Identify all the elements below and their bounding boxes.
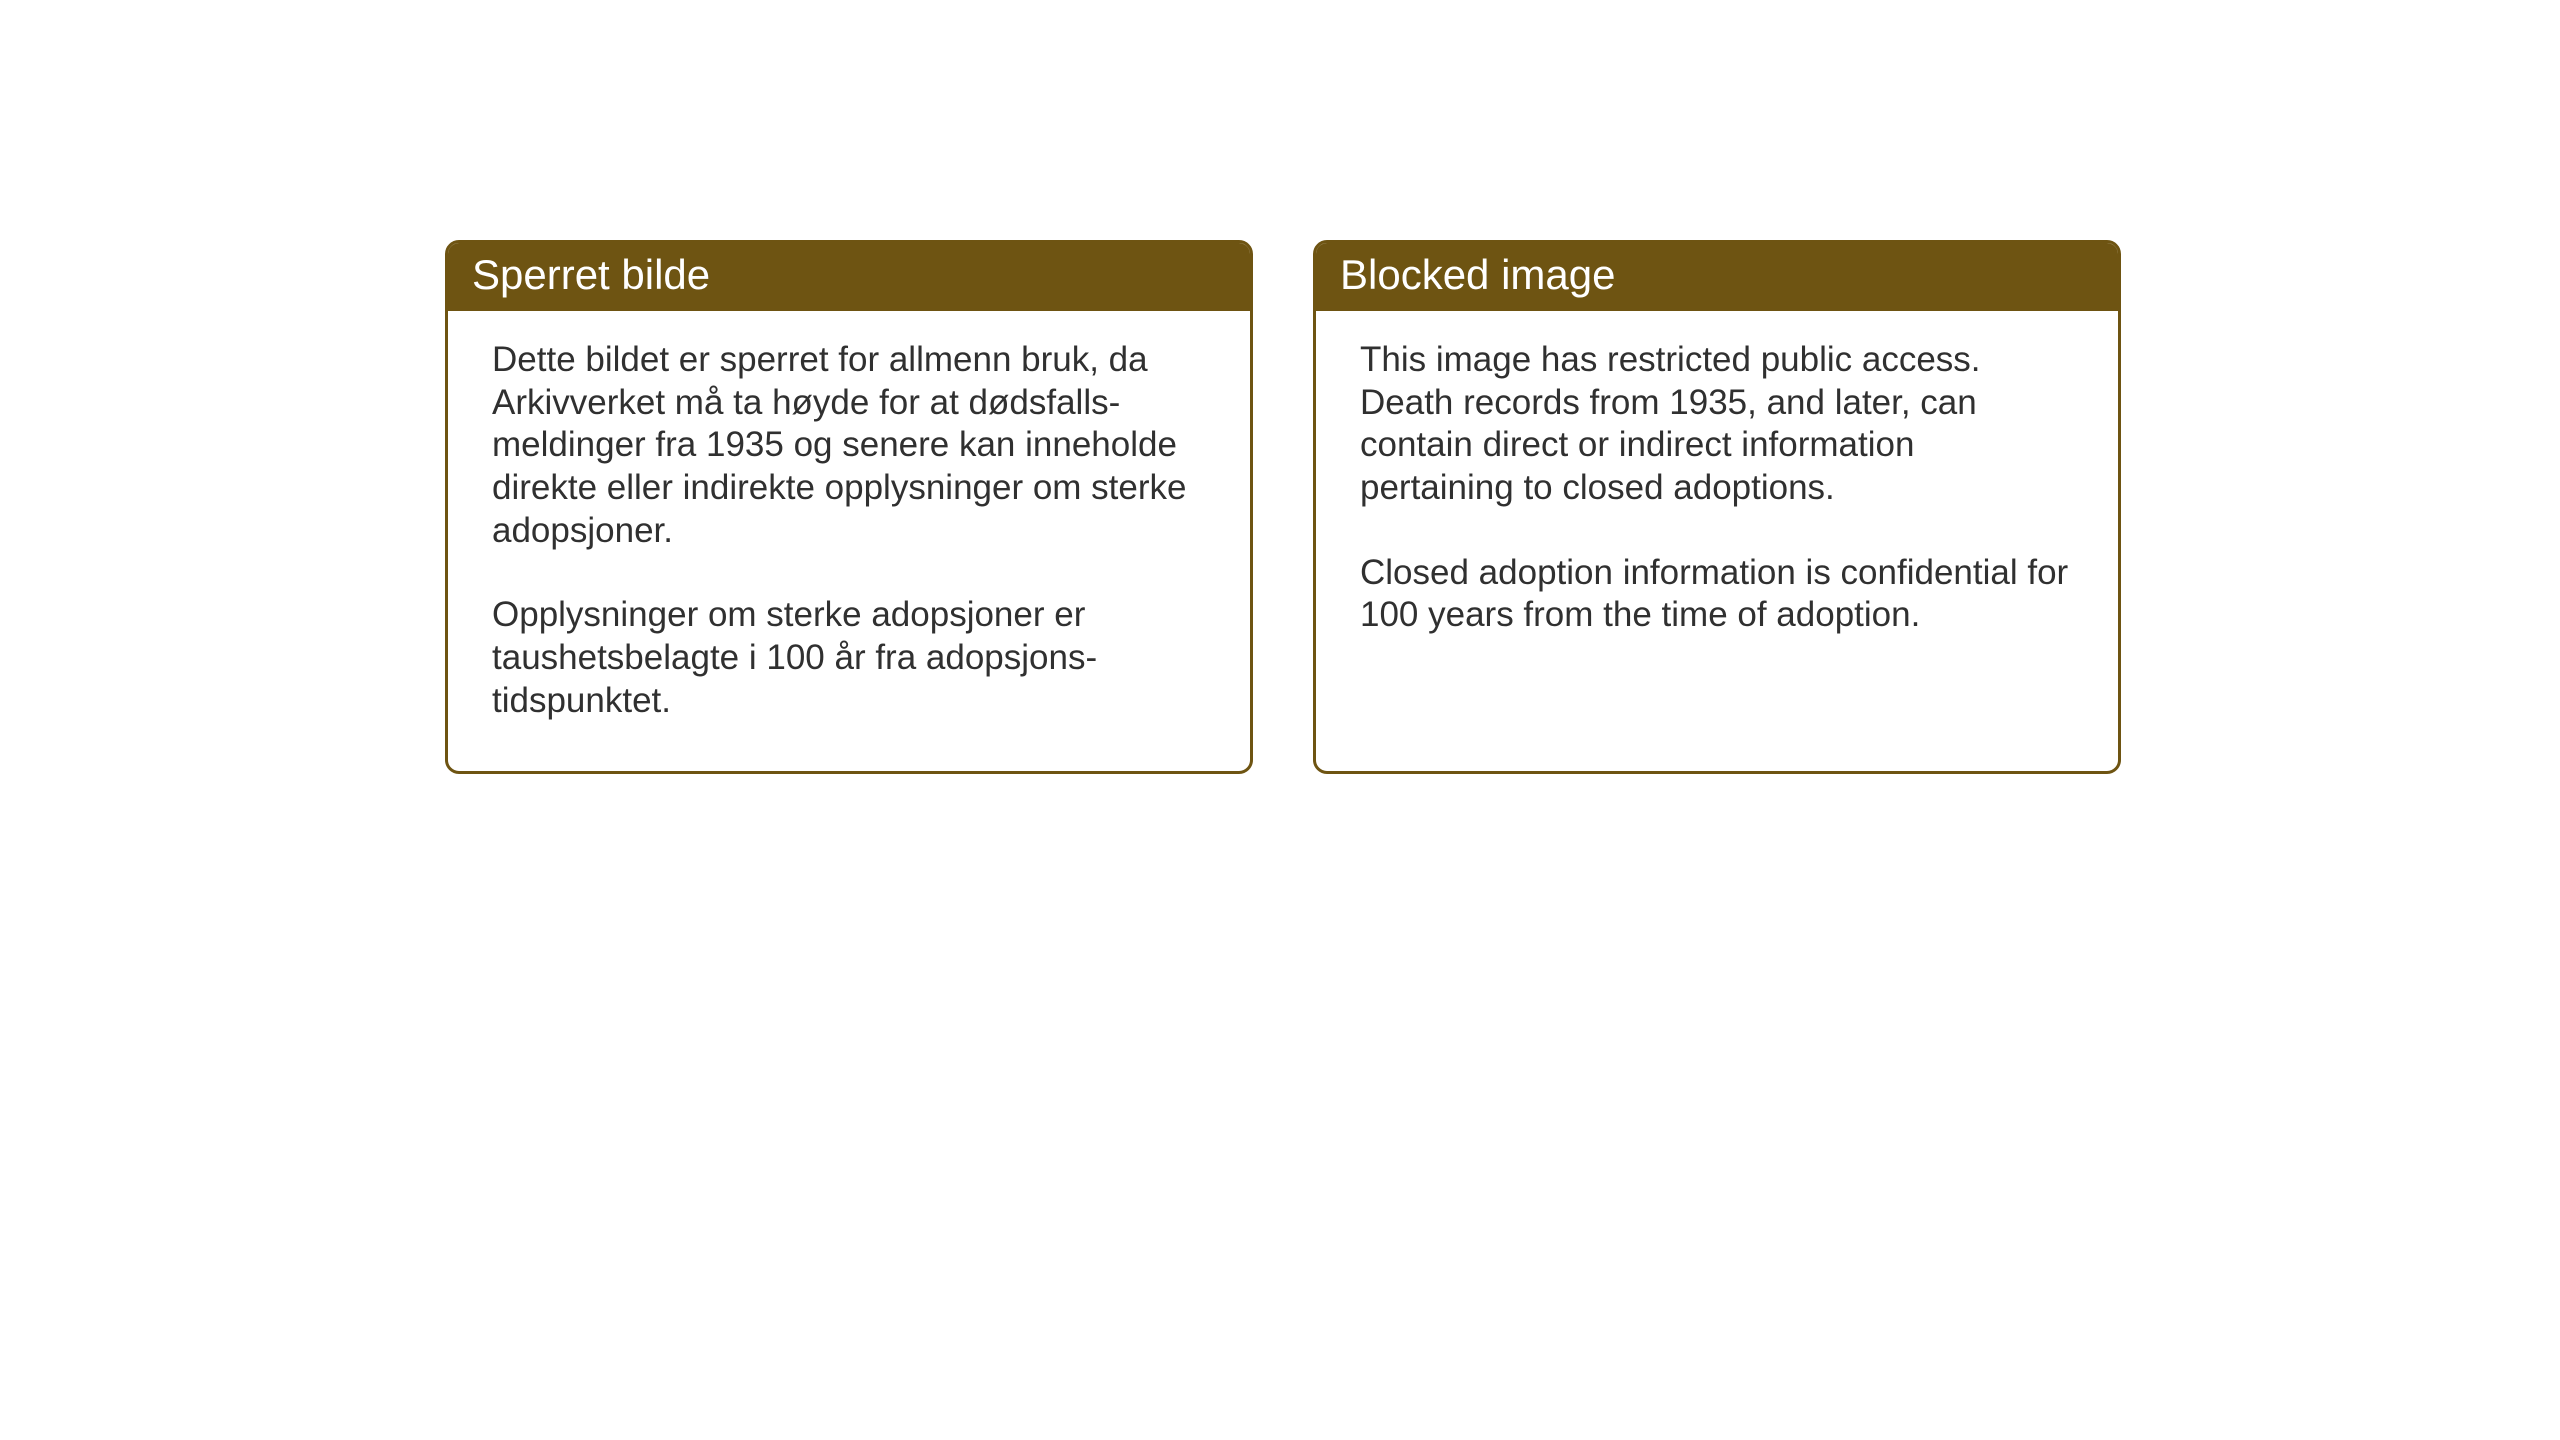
notice-text: Closed adoption information is confident… [1360, 552, 2074, 637]
notice-text: This image has restricted public access.… [1360, 339, 2074, 510]
notice-container: Sperret bilde Dette bildet er sperret fo… [445, 240, 2121, 774]
notice-card-english: Blocked image This image has restricted … [1313, 240, 2121, 774]
notice-text: Dette bildet er sperret for allmenn bruk… [492, 339, 1206, 552]
notice-title-norwegian: Sperret bilde [448, 243, 1250, 311]
notice-body-english: This image has restricted public access.… [1316, 311, 2118, 685]
notice-card-norwegian: Sperret bilde Dette bildet er sperret fo… [445, 240, 1253, 774]
notice-title-english: Blocked image [1316, 243, 2118, 311]
notice-text: Opplysninger om sterke adopsjoner er tau… [492, 594, 1206, 722]
notice-body-norwegian: Dette bildet er sperret for allmenn bruk… [448, 311, 1250, 771]
